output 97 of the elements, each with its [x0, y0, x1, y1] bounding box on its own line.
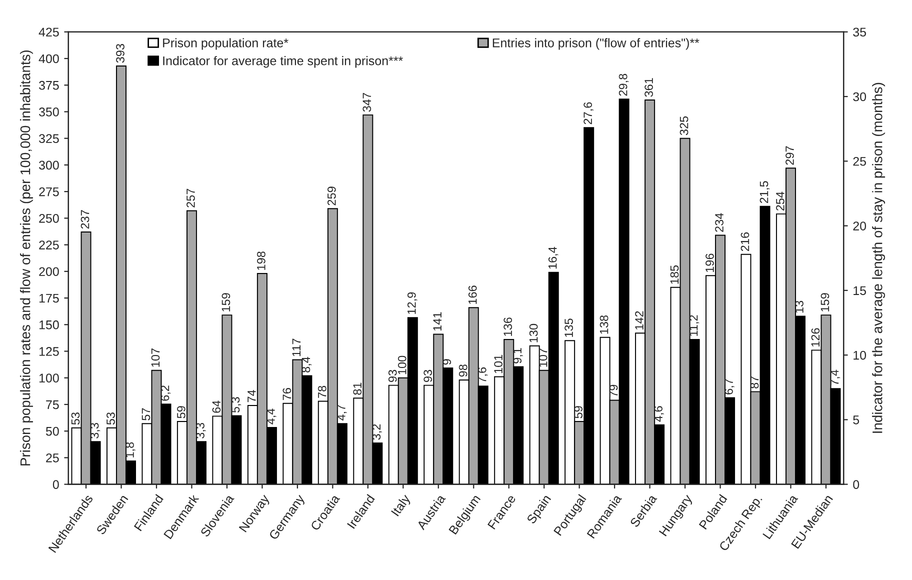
data-label: 185 [670, 265, 679, 284]
data-label: 259 [327, 186, 336, 206]
data-label: 159 [820, 293, 830, 312]
data-label: 393 [116, 44, 124, 63]
data-label: 141 [433, 312, 442, 331]
y-tick-label: 100 [39, 374, 59, 383]
data-label: 59 [177, 406, 186, 418]
data-label: 4,6 [654, 406, 664, 422]
data-label: 8,4 [302, 356, 312, 372]
y-tick-label: 375 [38, 80, 59, 90]
data-label: 142 [635, 311, 644, 330]
data-label: 117 [292, 338, 300, 356]
data-label: 16,4 [548, 246, 558, 269]
data-label: 159 [222, 293, 230, 312]
data-label: 9,1 [513, 348, 523, 364]
data-label: 9 [442, 359, 452, 365]
y2-tick-label: 30 [853, 92, 866, 102]
data-label: 4,7 [337, 404, 347, 420]
y-tick-label: 325 [38, 134, 59, 143]
data-label: 87 [750, 376, 759, 388]
data-label: 93 [424, 370, 432, 382]
legend-label: Entries into prison ("flow of entries")** [492, 38, 700, 50]
y-tick-label: 0 [52, 480, 59, 489]
y-tick-label: 400 [38, 54, 59, 64]
data-label: 1,8 [126, 442, 136, 458]
data-label: 347 [362, 93, 372, 112]
data-label: 130 [529, 324, 538, 342]
y2-tick-label: 0 [853, 480, 860, 489]
legend-label: Prison population rate* [163, 38, 288, 50]
y-tick-label: 25 [46, 453, 59, 462]
y2-tick-label: 25 [853, 156, 866, 166]
data-label: 76 [282, 388, 292, 400]
y-tick-label: 125 [39, 347, 59, 356]
data-label: 4,4 [266, 408, 276, 424]
data-label: 93 [388, 370, 397, 382]
y2-tick-label: 10 [854, 350, 866, 360]
data-label: 5,3 [231, 397, 242, 413]
data-label: 100 [398, 356, 406, 374]
y2-tick-label: 35 [853, 28, 866, 37]
data-label: 196 [706, 254, 714, 272]
data-label: 198 [257, 252, 266, 270]
data-label: 53 [71, 412, 80, 425]
data-label: 126 [811, 328, 820, 346]
legend-label: Indicator for average time spent in prison*** [163, 56, 403, 68]
y-tick-label: 225 [39, 240, 59, 250]
data-label: 57 [142, 408, 150, 420]
data-label: 6,2 [160, 386, 171, 401]
data-label: 234 [715, 213, 724, 232]
data-label: 27,6 [584, 102, 594, 124]
data-label: 3,2 [372, 424, 382, 440]
data-label: 81 [353, 382, 362, 395]
data-label: 325 [680, 116, 688, 136]
data-label: 79 [609, 384, 618, 397]
data-label: 138 [600, 315, 608, 334]
data-label: 13 [795, 300, 804, 313]
y-tick-label: 200 [39, 267, 59, 276]
data-label: 11,2 [689, 315, 700, 336]
y2-tick-label: 20 [853, 222, 866, 230]
y-tick-label: 425 [38, 28, 59, 37]
data-label: 257 [186, 188, 195, 208]
data-label: 7,6 [478, 367, 488, 383]
y-tick-label: 350 [38, 108, 59, 116]
data-label: 3,3 [196, 422, 206, 438]
data-label: 136 [504, 318, 512, 336]
data-label: 3,3 [90, 422, 100, 438]
data-label: 254 [776, 192, 784, 211]
data-label: 166 [468, 286, 477, 304]
data-label: 29,8 [618, 74, 629, 96]
data-label: 135 [564, 318, 573, 337]
data-label: 216 [740, 232, 750, 252]
y-tick-label: 250 [39, 214, 59, 223]
y-tick-label: 275 [39, 187, 59, 196]
data-label: 78 [318, 386, 326, 398]
y-tick-label: 150 [39, 320, 59, 330]
y2-tick-label: 15 [854, 286, 866, 296]
y-tick-label: 75 [46, 400, 59, 410]
y2-axis-title: Indicator for the average length of stay in prison (months) [872, 82, 886, 433]
data-label: 59 [574, 406, 582, 418]
y2-tick-label: 5 [853, 416, 860, 424]
data-label: 12,9 [407, 292, 418, 314]
data-label: 21,5 [760, 181, 770, 204]
y-tick-label: 300 [38, 160, 59, 170]
data-label: 101 [494, 354, 503, 374]
y-tick-label: 50 [46, 426, 59, 436]
data-label: 107 [151, 348, 160, 367]
data-label: 74 [248, 390, 256, 402]
y-axis-title: Prison population rates and flow of entries (per 100,000 inhabitants) [20, 50, 33, 466]
data-label: 7,4 [830, 370, 840, 386]
data-label: 53 [106, 412, 115, 425]
data-label: 64 [212, 400, 221, 413]
data-label: 98 [458, 364, 468, 377]
data-label: 361 [644, 78, 653, 97]
data-label: 107 [538, 348, 548, 367]
y-tick-label: 175 [39, 294, 59, 303]
data-label: 237 [80, 210, 90, 229]
data-label: 297 [786, 146, 794, 165]
data-label: 6,7 [724, 379, 734, 394]
